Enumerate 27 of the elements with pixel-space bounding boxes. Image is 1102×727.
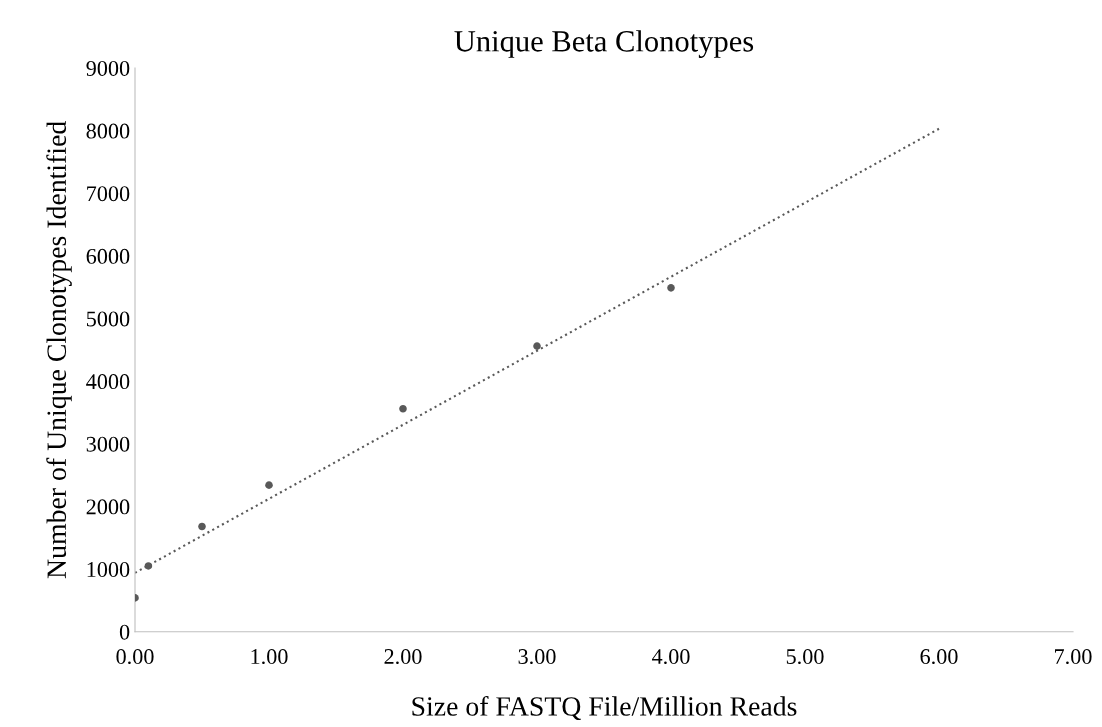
point <box>144 562 153 570</box>
x-tick-label: 4.00 <box>651 649 690 665</box>
point <box>667 284 675 292</box>
y-tick-label: 1000 <box>87 562 130 577</box>
point <box>533 342 541 350</box>
x-tick-label: 2.00 <box>384 649 422 665</box>
x-tick-label: 5.00 <box>786 649 824 665</box>
y-tick-label: 0 <box>119 624 130 640</box>
y-tick-label: 7000 <box>87 186 130 202</box>
y-tick-label: 5000 <box>86 311 130 327</box>
y-axis-title: Number of Unique Clonotypes Identified <box>46 121 72 579</box>
y-tick-label: 9000 <box>86 60 130 76</box>
y-tick-label: 8000 <box>86 123 130 139</box>
x-axis-title: Size of FASTQ File/Million Reads <box>412 696 797 721</box>
point <box>399 404 407 413</box>
point <box>265 481 273 489</box>
y-tick-label: 4000 <box>86 374 130 390</box>
y-tick-label: 6000 <box>86 248 130 264</box>
y-tick-label: 2000 <box>86 499 130 515</box>
x-tick-label: 1.00 <box>251 649 288 665</box>
x-tick-label: 6.00 <box>920 649 958 665</box>
x-tick-label: 3.00 <box>518 649 556 665</box>
point <box>198 522 206 531</box>
x-tick-label: 7.00 <box>1055 649 1092 665</box>
chart-title: Unique Beta Clonotypes <box>454 30 754 58</box>
x-tick-label: 0.00 <box>116 649 154 665</box>
y-tick-label: 3000 <box>86 436 130 452</box>
